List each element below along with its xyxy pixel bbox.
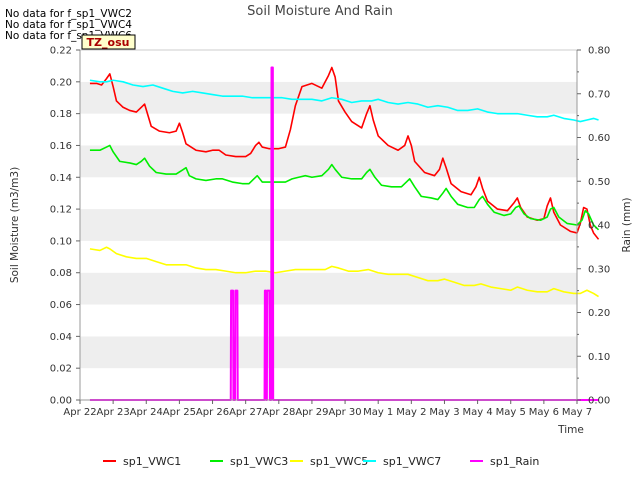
legend-label: sp1_VWC3 (230, 455, 288, 468)
y-tick-label: 0.04 (50, 332, 72, 343)
x-tick-label: Apr 27 (229, 407, 262, 418)
left-axis: 0.00 0.02 0.04 0.06 0.08 0.10 0.12 0.14 0.16 0.18… (50, 46, 81, 407)
grid-band (80, 177, 577, 210)
y2-tick-label: 0.40 (588, 221, 610, 232)
x-axis-label: Time (557, 424, 584, 436)
x-tick-label: Apr 23 (97, 407, 130, 418)
y2-tick-label: 0.70 (588, 89, 610, 100)
grid-band (80, 113, 577, 146)
y2-tick-label: 0.10 (588, 352, 610, 363)
y-tick-label: 0.18 (50, 109, 72, 120)
y-tick-label: 0.22 (50, 46, 72, 57)
site-badge-label: TZ_osu (87, 36, 130, 49)
grid-band (80, 368, 577, 400)
site-badge: TZ_osu (81, 34, 136, 50)
x-tick-label: Apr 28 (262, 407, 295, 418)
series-line-sp1-vwc3 (89, 144, 600, 231)
no-data-message-vwc2: No data for f_sp1_VWC2 (5, 8, 132, 20)
grid-band (80, 81, 577, 114)
grid-band (80, 304, 577, 337)
x-tick-label: Apr 30 (328, 407, 361, 418)
y-tick-label: 0.06 (50, 300, 72, 311)
y-tick-label: 0.10 (50, 236, 72, 247)
grid-band (80, 145, 577, 178)
series-line-sp1-vwc7 (89, 79, 599, 123)
series-line-sp1-vwc1 (89, 66, 600, 240)
y2-axis-label: Rain (mm) (621, 197, 633, 252)
grid-band (80, 272, 577, 305)
chart-title: Soil Moisture And Rain (247, 4, 393, 19)
y-tick-label: 0.08 (50, 268, 72, 279)
x-tick-label: May 1 (363, 407, 393, 418)
right-axis: 0.00 0.10 0.20 0.30 0.40 0.50 0.60 0.70 0.80 (576, 46, 610, 407)
y2-tick-label: 0.00 (588, 396, 610, 407)
x-tick-label: May 7 (562, 407, 592, 418)
y-tick-label: 0.16 (50, 141, 72, 152)
legend-label: sp1_VWC1 (123, 455, 181, 468)
y-tick-label: 0.20 (50, 77, 72, 88)
series-line-sp1-vwc5 (89, 246, 599, 298)
y-tick-label: 0.02 (50, 364, 72, 375)
x-tick-label: May 2 (396, 407, 426, 418)
x-tick-label: Apr 24 (130, 407, 163, 418)
y2-tick-label: 0.80 (588, 46, 610, 57)
legend-label: sp1_Rain (490, 455, 539, 468)
legend-label: sp1_VWC7 (383, 455, 441, 468)
y2-tick-label: 0.60 (588, 133, 610, 144)
y2-tick-label: 0.50 (588, 177, 610, 188)
plot-background-bands (80, 50, 577, 400)
grid-band (80, 209, 577, 241)
x-tick-label: May 6 (529, 407, 559, 418)
x-tick-label: May 3 (429, 407, 459, 418)
x-tick-label: Apr 22 (63, 407, 96, 418)
grid-band (80, 336, 577, 369)
x-tick-label: Apr 26 (196, 407, 229, 418)
y-tick-label: 0.14 (50, 173, 72, 184)
legend: sp1_VWC1 sp1_VWC3 sp1_VWC5 sp1_VWC7 sp1_Rain (103, 455, 539, 468)
y2-tick-label: 0.30 (588, 264, 610, 275)
y-tick-label: 0.00 (50, 396, 72, 407)
y-axis-label: Soil Moisture (m3/m3) (9, 167, 21, 283)
series-line-sp1-rain (89, 66, 599, 401)
no-data-message-vwc4: No data for f_sp1_VWC4 (5, 19, 132, 31)
x-tick-label: Apr 25 (163, 407, 196, 418)
x-tick-label: May 4 (462, 407, 492, 418)
y2-tick-label: 0.20 (588, 308, 610, 319)
x-tick-label: May 5 (496, 407, 526, 418)
x-tick-label: Apr 29 (295, 407, 328, 418)
bottom-axis: Apr 22 Apr 23 Apr 24 Apr 25 Apr 26 Apr 27 Apr … (63, 399, 592, 418)
y-tick-label: 0.12 (50, 205, 72, 216)
legend-label: sp1_VWC5 (310, 455, 368, 468)
series-layer (89, 66, 600, 401)
